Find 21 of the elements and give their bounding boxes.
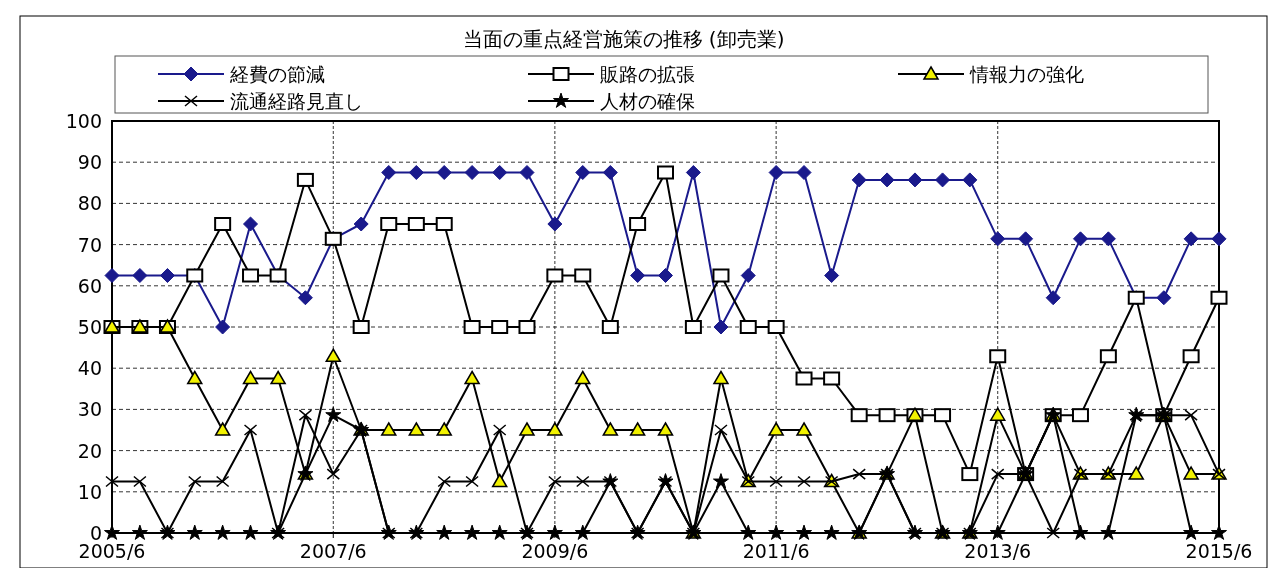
y-tick-label: 80: [77, 192, 102, 215]
legend-label: 人材の確保: [600, 90, 695, 112]
y-tick-label: 30: [77, 398, 102, 421]
y-tick-label: 20: [77, 439, 102, 462]
x-tick-label: 2013/6: [964, 540, 1032, 562]
y-tick-label: 10: [77, 480, 102, 503]
x-tick-label: 2011/6: [742, 540, 810, 562]
y-tick-label: 40: [77, 357, 102, 380]
x-tick-label: 2007/6: [299, 540, 367, 562]
legend-label: 販路の拡張: [600, 63, 695, 85]
y-tick-label: 70: [77, 233, 102, 256]
y-tick-label: 60: [77, 274, 102, 297]
y-tick-label: 90: [77, 151, 102, 174]
legend-label: 情報力の強化: [969, 63, 1084, 85]
legend-label: 流通経路見直し: [230, 90, 363, 112]
y-tick-label: 50: [77, 316, 102, 338]
x-tick-label: 2009/6: [521, 540, 589, 562]
legend-label: 経費の節減: [229, 63, 325, 85]
y-tick-label: 100: [65, 110, 102, 132]
chart-title: 当面の重点経営施策の推移 (卸売業): [462, 27, 785, 51]
x-tick-label: 2015/6: [1185, 540, 1253, 562]
